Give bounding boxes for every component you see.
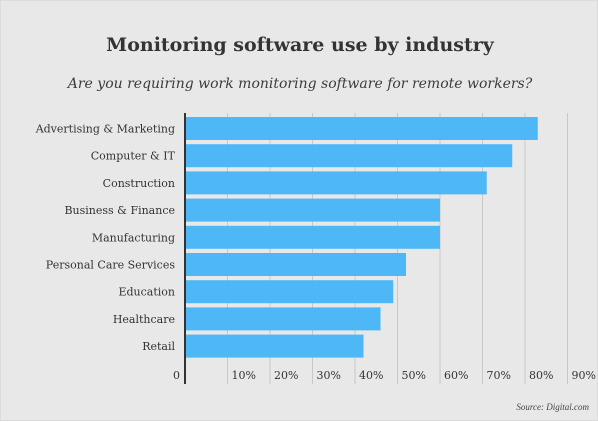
bar xyxy=(185,198,440,222)
x-tick-label: 70% xyxy=(487,369,511,382)
x-tick-label: 50% xyxy=(402,369,426,382)
x-tick-label: 10% xyxy=(232,369,256,382)
source-note: Source: Digital.com xyxy=(516,402,589,412)
bar xyxy=(185,171,487,195)
category-label: Education xyxy=(118,286,175,299)
category-label: Construction xyxy=(103,177,175,190)
category-label: Manufacturing xyxy=(92,231,175,244)
category-labels: Advertising & Marketing Computer & IT Cons… xyxy=(35,123,176,354)
chart-subtitle: Are you requiring work monitoring softwa… xyxy=(67,76,533,92)
x-tick-label: 20% xyxy=(274,369,298,382)
x-tick-label: 90% xyxy=(572,369,596,382)
bar xyxy=(185,280,394,304)
x-tick-label: 40% xyxy=(359,369,383,382)
x-tick-label: 30% xyxy=(317,369,341,382)
chart-title: Monitoring software use by industry xyxy=(106,34,494,56)
category-label: Business & Finance xyxy=(64,204,175,217)
category-label: Healthcare xyxy=(113,313,175,326)
bar xyxy=(185,144,513,168)
bar xyxy=(185,307,381,331)
x-axis-ticks: 0 10% 20% 30% 40% 50% 60% 70% 80% 90% xyxy=(173,369,596,382)
x-tick-label: 0 xyxy=(173,369,180,382)
category-label: Retail xyxy=(142,340,175,353)
category-label: Computer & IT xyxy=(91,150,176,163)
x-tick-label: 80% xyxy=(529,369,553,382)
bar xyxy=(185,334,364,358)
category-label: Advertising & Marketing xyxy=(35,123,175,136)
x-tick-label: 60% xyxy=(444,369,468,382)
bars xyxy=(185,117,538,358)
bar xyxy=(185,117,538,140)
bar xyxy=(185,225,440,249)
category-label: Personal Care Services xyxy=(46,259,176,272)
bar xyxy=(185,253,406,276)
